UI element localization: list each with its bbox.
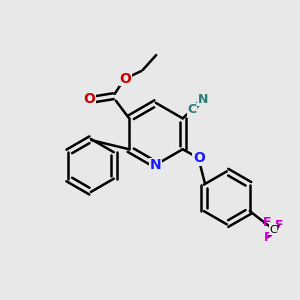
- Text: C: C: [188, 103, 196, 116]
- Text: C: C: [269, 225, 277, 235]
- Text: F: F: [275, 219, 284, 232]
- Text: O: O: [119, 72, 131, 86]
- Text: N: N: [198, 93, 208, 106]
- Text: O: O: [193, 151, 205, 165]
- Text: N: N: [150, 158, 162, 172]
- Text: O: O: [83, 92, 95, 106]
- Text: F: F: [263, 216, 272, 230]
- Text: F: F: [264, 231, 273, 244]
